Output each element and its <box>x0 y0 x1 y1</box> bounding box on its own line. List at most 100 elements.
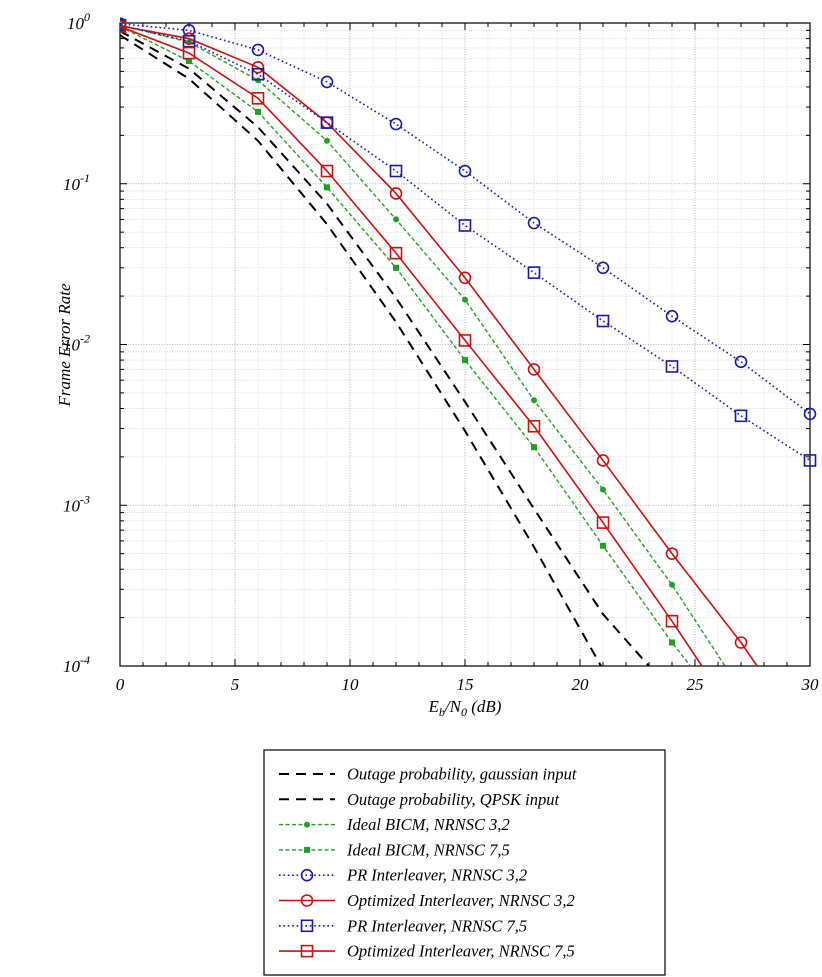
data-point <box>596 516 610 529</box>
data-point <box>596 261 610 275</box>
data-point <box>389 246 403 260</box>
x-tick-label: 10 <box>342 675 360 694</box>
series-2 <box>120 30 650 666</box>
data-point <box>458 219 472 232</box>
x-tick-label: 20 <box>572 675 590 694</box>
legend-label: Ideal BICM, NRNSC 7,5 <box>346 840 510 859</box>
legend-entry: Outage probability, gaussian input <box>279 765 577 784</box>
data-point <box>255 108 261 115</box>
legend-label: Optimized Interleaver, NRNSC 3,2 <box>347 891 575 910</box>
series-line <box>120 24 726 666</box>
data-point <box>669 639 675 646</box>
series-line <box>120 30 650 666</box>
data-point <box>458 334 472 347</box>
x-axis-title: Eb/N0 (dB) <box>428 697 502 719</box>
data-point <box>600 542 606 549</box>
legend-marker <box>300 919 314 933</box>
data-point <box>596 314 610 328</box>
data-point <box>734 409 748 423</box>
data-point <box>458 271 472 285</box>
y-tick-label: 10-1 <box>63 171 90 194</box>
data-point <box>462 296 468 303</box>
data-point <box>734 355 748 369</box>
data-point <box>389 117 403 131</box>
data-point <box>665 309 679 323</box>
legend-box <box>263 749 666 976</box>
legend-entry: Ideal BICM, NRNSC 7,5 <box>279 840 510 859</box>
data-point <box>389 187 403 200</box>
legend-label: PR Interleaver, NRNSC 3,2 <box>346 866 527 885</box>
data-point <box>665 360 679 373</box>
legend-entry: Ideal BICM, NRNSC 3,2 <box>279 815 510 834</box>
data-point <box>527 266 541 279</box>
data-point <box>320 116 334 129</box>
series-line <box>120 25 691 666</box>
y-tick-label: 100 <box>67 10 90 33</box>
series-1 <box>120 34 603 666</box>
data-point <box>527 363 541 376</box>
legend-marker <box>304 846 310 853</box>
series-6 <box>120 19 758 666</box>
legend-label: Optimized Interleaver, NRNSC 7,5 <box>347 942 575 961</box>
data-point <box>251 92 265 105</box>
legend-entry: Optimized Interleaver, NRNSC 7,5 <box>279 942 575 961</box>
data-point <box>458 164 472 178</box>
legend-label: PR Interleaver, NRNSC 7,5 <box>346 916 527 935</box>
series-3 <box>120 22 726 666</box>
legend: Outage probability, gaussian input Outage… <box>263 749 666 976</box>
legend-entry: PR Interleaver, NRNSC 3,2 <box>279 866 527 885</box>
x-tick-label: 30 <box>801 675 820 694</box>
y-tick-label: 10-3 <box>63 492 90 515</box>
x-tick-label: 0 <box>116 675 125 694</box>
series-line <box>120 24 811 462</box>
data-point <box>393 216 399 223</box>
data-point <box>324 184 330 191</box>
data-point <box>803 454 817 467</box>
series-line <box>120 25 758 666</box>
data-point <box>803 407 817 421</box>
data-point <box>251 61 265 74</box>
legend-entry: Optimized Interleaver, NRNSC 3,2 <box>279 891 575 910</box>
data-point <box>251 67 265 81</box>
data-point <box>389 164 403 178</box>
legend-label: Outage probability, QPSK input <box>347 790 559 809</box>
data-point <box>393 264 399 271</box>
data-point <box>324 137 330 144</box>
data-point <box>665 547 679 560</box>
y-axis-title: Frame Error Rate <box>55 283 74 408</box>
data-point <box>186 58 192 65</box>
data-point <box>120 20 127 33</box>
legend-entry: Outage probability, QPSK input <box>279 790 559 809</box>
data-point <box>320 164 334 178</box>
legend-marker <box>300 944 314 958</box>
series-line <box>120 25 703 666</box>
y-tick-label: 10-2 <box>63 332 90 355</box>
axis-ticks <box>119 22 811 667</box>
data-point <box>527 216 541 230</box>
legend-entry: PR Interleaver, NRNSC 7,5 <box>279 916 527 935</box>
data-point <box>182 34 196 48</box>
grid <box>120 23 810 666</box>
x-tick-label: 25 <box>687 675 704 694</box>
tick-labels: 0 5 10 15 20 25 30 100 10-1 10-2 10-3 10-4 <box>63 10 819 694</box>
x-tick-label: 5 <box>231 675 240 694</box>
data-point <box>320 75 334 89</box>
data-point <box>596 454 610 467</box>
data-point <box>531 397 537 404</box>
data-point <box>669 581 675 588</box>
data-point <box>665 614 679 628</box>
x-tick-label: 15 <box>457 675 474 694</box>
legend-marker <box>300 894 314 907</box>
data-point <box>251 43 265 57</box>
data-point <box>600 486 606 493</box>
y-tick-label: 10-4 <box>63 653 90 676</box>
data-point <box>734 636 748 649</box>
data-point <box>527 419 541 433</box>
data-point <box>531 444 537 451</box>
series-5 <box>120 17 817 421</box>
series-8 <box>120 20 703 666</box>
series-line <box>120 34 603 666</box>
series-7 <box>120 18 817 467</box>
legend-label: Ideal BICM, NRNSC 3,2 <box>346 815 510 834</box>
